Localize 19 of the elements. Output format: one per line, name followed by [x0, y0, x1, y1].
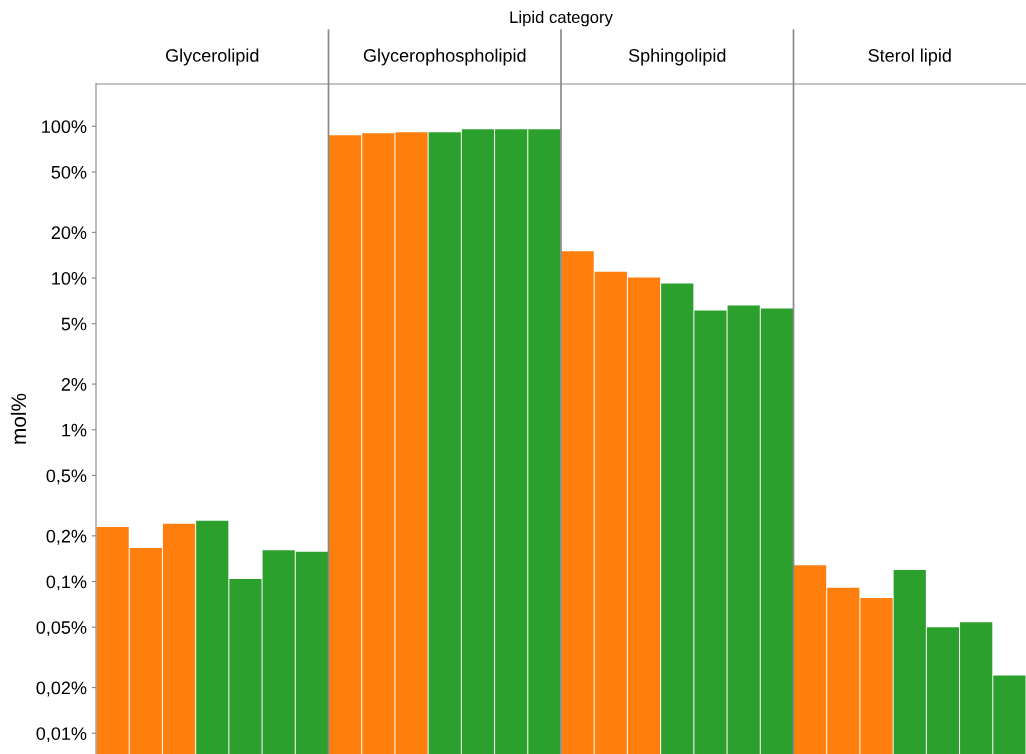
y-tick-label: 100% [42, 120, 87, 134]
y-tick-label: 20% [51, 226, 87, 240]
text: Sphingolipid [628, 48, 726, 66]
y-tick-label: 0,5% [46, 469, 87, 485]
text: Sterol lipid [868, 48, 951, 66]
y-tick-label: 2% [61, 378, 87, 391]
y-tick-label: 0,02% [36, 681, 87, 697]
y-tick-label: 0,2% [46, 529, 87, 545]
text: Glycerolipid [166, 48, 259, 66]
y-tick-label: 0,1% [46, 575, 87, 591]
y-axis-title: mol% [10, 393, 27, 444]
y-tick-label: 5% [61, 317, 87, 331]
y-tick-label: 0,01% [36, 727, 87, 743]
y-tick-label: 10% [52, 271, 87, 285]
y-tick-label: 1% [62, 423, 87, 437]
y-tick-label: 0,05% [36, 621, 87, 637]
text: Glycerophospholipid [363, 48, 526, 66]
y-tick-label: 50% [51, 165, 87, 179]
chart-title: Lipid category [510, 10, 613, 27]
